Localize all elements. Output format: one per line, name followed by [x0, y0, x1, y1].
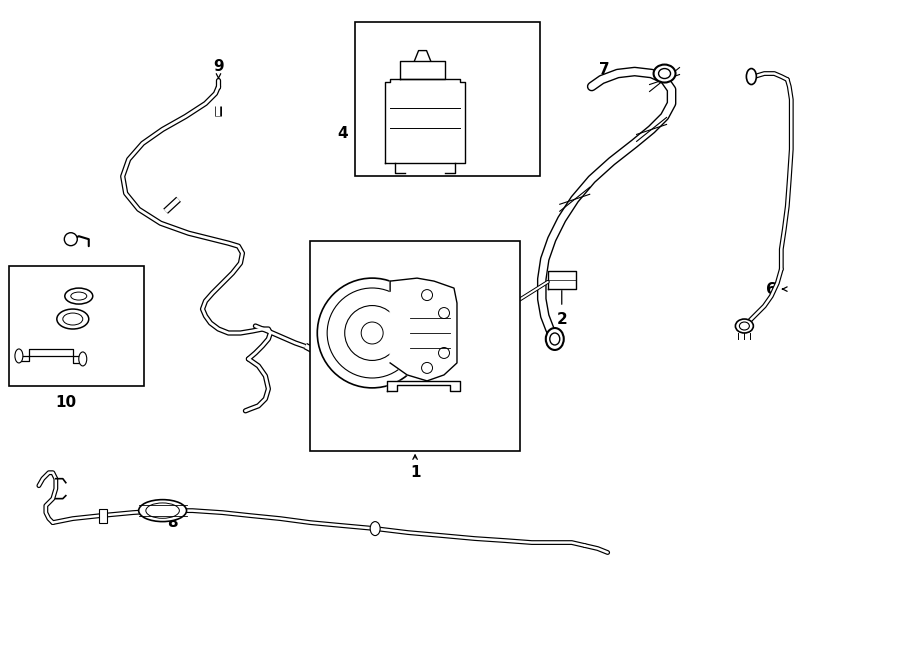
- Ellipse shape: [735, 319, 753, 333]
- Circle shape: [421, 290, 433, 301]
- Text: 1: 1: [410, 465, 420, 480]
- Text: 3: 3: [390, 246, 400, 260]
- Bar: [9, 266, 144, 386]
- Text: 9: 9: [213, 59, 224, 74]
- Ellipse shape: [71, 292, 86, 300]
- Circle shape: [318, 278, 427, 388]
- Ellipse shape: [15, 349, 22, 363]
- Ellipse shape: [746, 69, 756, 85]
- Ellipse shape: [65, 288, 93, 304]
- Ellipse shape: [550, 333, 560, 345]
- Ellipse shape: [370, 522, 380, 535]
- Text: 4: 4: [337, 126, 347, 141]
- Ellipse shape: [659, 69, 670, 79]
- Ellipse shape: [740, 322, 750, 330]
- Ellipse shape: [57, 309, 89, 329]
- Circle shape: [328, 288, 418, 378]
- Polygon shape: [19, 349, 83, 363]
- Circle shape: [421, 362, 433, 373]
- Bar: [310, 241, 520, 451]
- Ellipse shape: [63, 313, 83, 325]
- Polygon shape: [387, 381, 460, 391]
- Ellipse shape: [146, 503, 179, 518]
- Ellipse shape: [139, 500, 186, 522]
- Circle shape: [345, 305, 400, 360]
- Text: 10: 10: [55, 395, 76, 410]
- Text: 5: 5: [367, 59, 377, 74]
- Bar: [99, 508, 107, 523]
- Circle shape: [64, 233, 77, 246]
- Circle shape: [438, 348, 449, 358]
- Ellipse shape: [545, 328, 563, 350]
- Ellipse shape: [79, 352, 86, 366]
- Bar: [356, 22, 540, 176]
- Text: 8: 8: [167, 515, 178, 530]
- Text: 2: 2: [556, 311, 567, 327]
- Text: 7: 7: [599, 62, 610, 77]
- Polygon shape: [390, 278, 457, 381]
- Text: 6: 6: [766, 282, 777, 297]
- Polygon shape: [385, 79, 465, 163]
- Circle shape: [361, 322, 383, 344]
- Circle shape: [438, 307, 449, 319]
- Polygon shape: [548, 271, 576, 289]
- Ellipse shape: [653, 65, 676, 83]
- Polygon shape: [400, 61, 445, 79]
